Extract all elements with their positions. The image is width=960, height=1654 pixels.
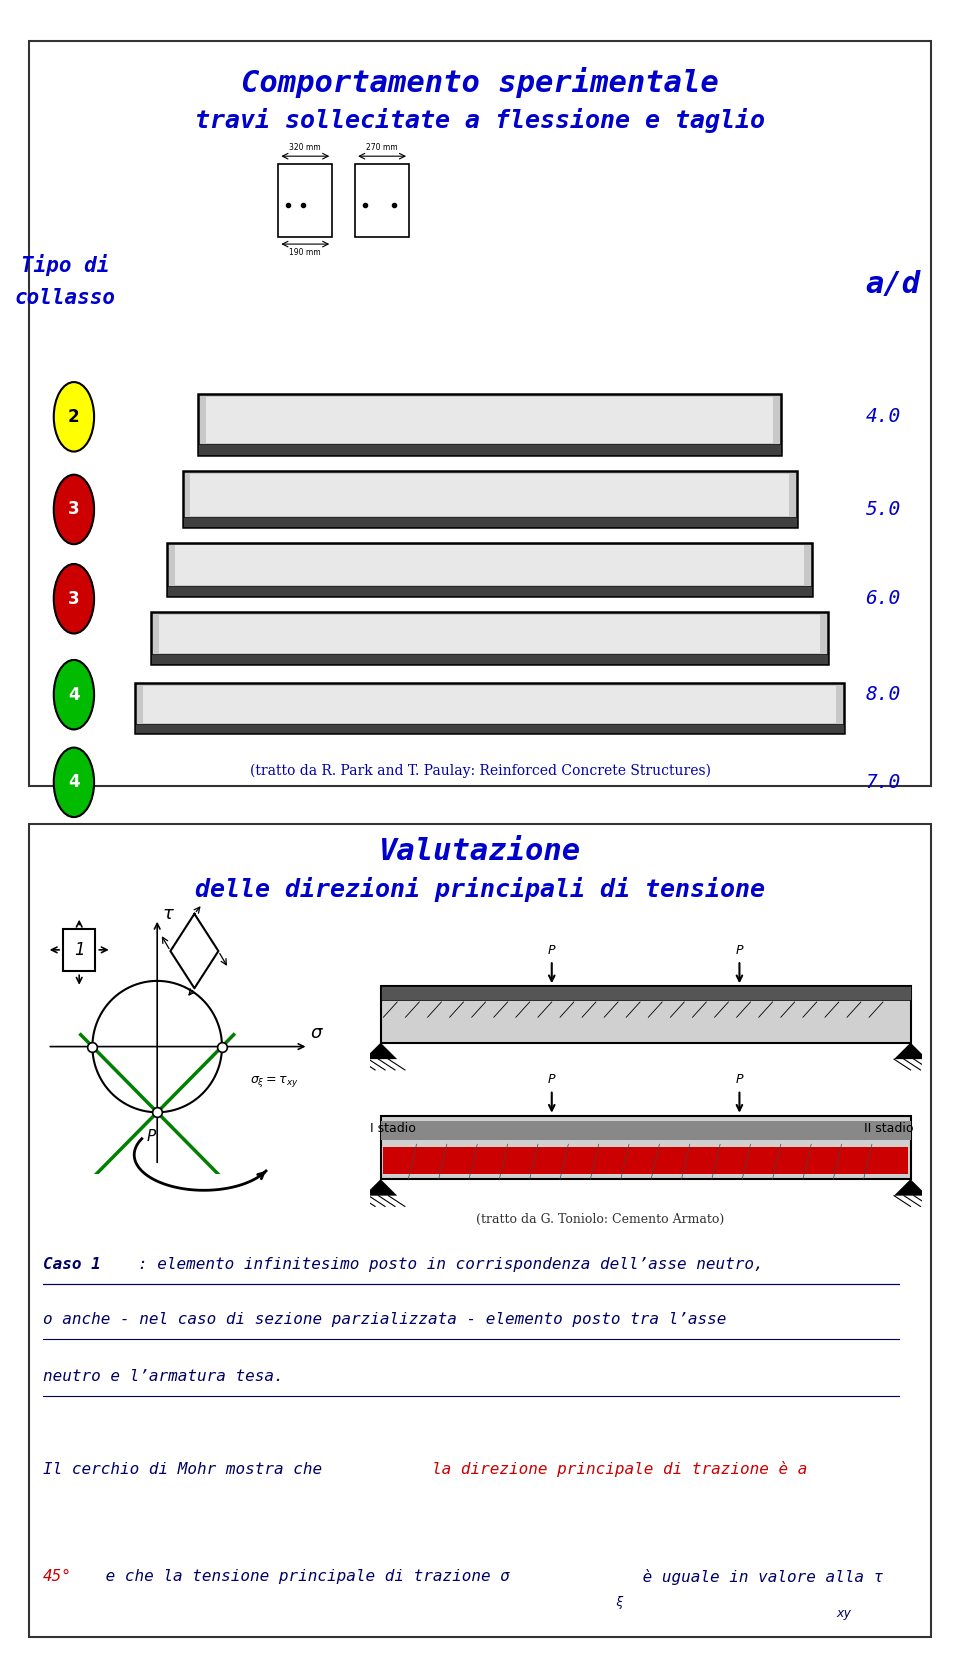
- Text: 4.0: 4.0: [866, 407, 900, 427]
- Text: 4: 4: [68, 686, 80, 703]
- Bar: [175, 546, 804, 586]
- Bar: [159, 615, 820, 653]
- Text: 8.0: 8.0: [866, 685, 900, 705]
- Bar: [190, 473, 789, 516]
- Bar: [380, 1115, 910, 1179]
- Text: collasso: collasso: [14, 288, 116, 308]
- Text: P: P: [548, 944, 556, 958]
- Text: I stadio: I stadio: [370, 1121, 416, 1135]
- Text: 2: 2: [68, 409, 80, 425]
- Text: o anche - nel caso di sezione parzializzata - elemento posto tra l’asse: o anche - nel caso di sezione parzializz…: [43, 1312, 727, 1327]
- Text: Valutazione: Valutazione: [379, 837, 581, 867]
- Text: (tratto da G. Toniolo: Cemento Armato): (tratto da G. Toniolo: Cemento Armato): [476, 1212, 724, 1226]
- Bar: [135, 683, 844, 733]
- Text: P: P: [548, 1073, 556, 1087]
- Bar: [63, 928, 95, 971]
- Polygon shape: [364, 1042, 397, 1059]
- Text: 270 mm: 270 mm: [367, 142, 397, 152]
- Text: 5.0: 5.0: [866, 500, 900, 519]
- Polygon shape: [894, 1179, 927, 1196]
- Text: Caso 1: Caso 1: [43, 1257, 101, 1272]
- Bar: [199, 445, 780, 455]
- Bar: [380, 986, 910, 1001]
- Bar: [167, 543, 812, 595]
- Text: neutro e l’armatura tesa.: neutro e l’armatura tesa.: [43, 1370, 284, 1384]
- Bar: [383, 1148, 908, 1174]
- Text: (tratto da R. Park and T. Paulay: Reinforced Concrete Structures): (tratto da R. Park and T. Paulay: Reinfo…: [250, 764, 710, 777]
- Bar: [151, 612, 828, 663]
- Bar: [278, 164, 332, 237]
- Text: P: P: [146, 1128, 156, 1143]
- Text: 1: 1: [74, 941, 84, 959]
- Text: 190 mm: 190 mm: [290, 248, 321, 258]
- Text: ξ: ξ: [615, 1596, 623, 1609]
- Bar: [182, 516, 797, 526]
- Text: è uguale in valore alla τ: è uguale in valore alla τ: [633, 1570, 883, 1585]
- Bar: [182, 471, 797, 526]
- Text: P: P: [735, 1073, 743, 1087]
- Bar: [167, 587, 812, 595]
- Text: $\sigma_\xi=\tau_{xy}$: $\sigma_\xi=\tau_{xy}$: [250, 1073, 299, 1088]
- Text: 320 mm: 320 mm: [290, 142, 321, 152]
- Bar: [151, 655, 828, 663]
- Text: a/d: a/d: [865, 270, 921, 299]
- Text: P: P: [735, 944, 743, 958]
- Bar: [199, 394, 780, 455]
- Bar: [135, 724, 844, 733]
- Text: $\sigma$: $\sigma$: [310, 1024, 324, 1042]
- Polygon shape: [894, 1042, 927, 1059]
- Bar: [355, 164, 409, 237]
- Polygon shape: [364, 1179, 397, 1196]
- Text: delle direzioni principali di tensione: delle direzioni principali di tensione: [195, 877, 765, 903]
- Text: 7.0: 7.0: [866, 772, 900, 792]
- Text: e che la tensione principale di trazione σ: e che la tensione principale di trazione…: [96, 1570, 510, 1585]
- Text: 3: 3: [68, 501, 80, 518]
- Text: 45°: 45°: [43, 1570, 72, 1585]
- Text: 4: 4: [68, 774, 80, 791]
- Text: 3: 3: [68, 590, 80, 607]
- Text: Tipo di: Tipo di: [21, 253, 109, 276]
- Text: 6.0: 6.0: [866, 589, 900, 609]
- Bar: [143, 686, 836, 723]
- Text: $\tau$: $\tau$: [161, 905, 175, 923]
- Text: II stadio: II stadio: [864, 1121, 913, 1135]
- Text: xy: xy: [836, 1608, 852, 1619]
- Text: Comportamento sperimentale: Comportamento sperimentale: [241, 68, 719, 98]
- Text: travi sollecitate a flessione e taglio: travi sollecitate a flessione e taglio: [195, 108, 765, 134]
- Bar: [380, 986, 910, 1042]
- Bar: [380, 1121, 910, 1140]
- Bar: [206, 397, 773, 443]
- Text: Il cerchio di Mohr mostra che: Il cerchio di Mohr mostra che: [43, 1462, 332, 1477]
- Text: la direzione principale di trazione è a: la direzione principale di trazione è a: [432, 1462, 807, 1477]
- Text: : elemento infinitesimo posto in corrispondenza dell’asse neutro,: : elemento infinitesimo posto in corrisp…: [137, 1257, 763, 1272]
